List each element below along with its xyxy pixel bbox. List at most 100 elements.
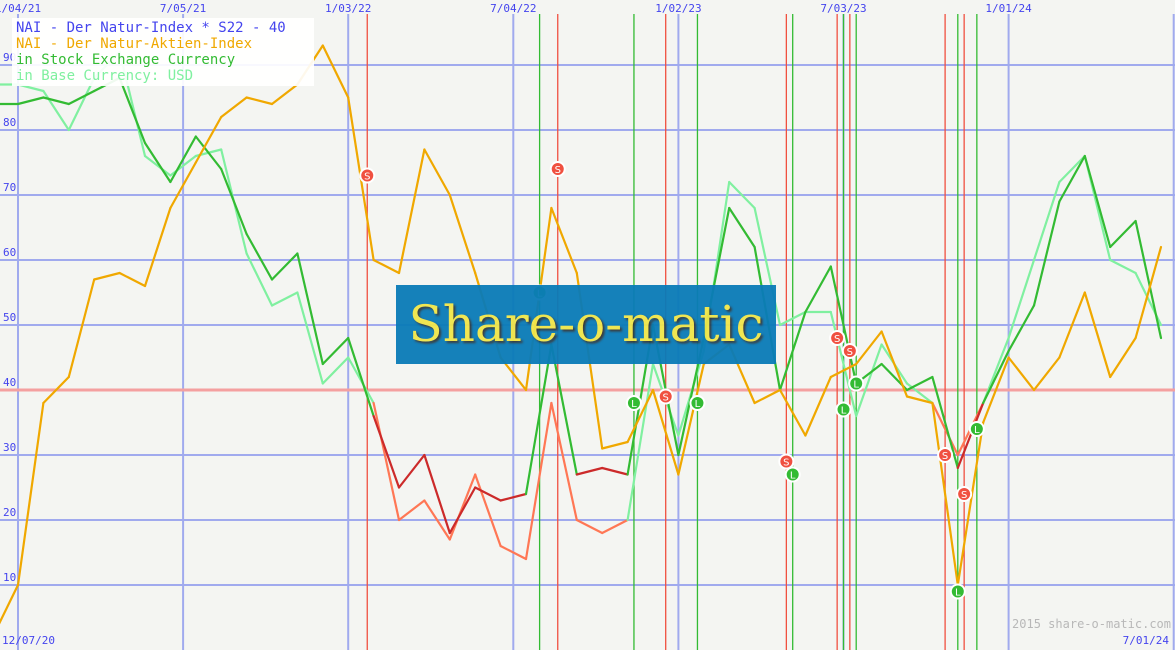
long-signal-marker: L xyxy=(949,583,966,600)
copyright: 2015 share-o-matic.com xyxy=(1012,617,1171,631)
svg-text:S: S xyxy=(942,451,948,462)
sell-signal-marker: S xyxy=(657,388,674,405)
svg-text:L: L xyxy=(853,380,859,391)
series-aktien-segment xyxy=(67,278,96,379)
series-aktien-segment xyxy=(118,271,147,288)
series-aktien-segment xyxy=(1134,245,1163,340)
series-aktien-segment xyxy=(245,96,274,106)
sell-signal-marker: S xyxy=(778,453,795,470)
series-aktien-segment xyxy=(880,330,909,398)
series-usd-segment xyxy=(626,362,655,522)
series-stock-segment xyxy=(1007,304,1036,353)
series-usd-segment xyxy=(397,499,426,522)
series-usd-segment xyxy=(1058,154,1086,184)
x-tick-label: 1/04/21 xyxy=(0,2,42,15)
series-aktien-segment xyxy=(829,362,858,379)
series-usd-segment xyxy=(42,89,70,132)
series-stock-segment xyxy=(728,206,756,249)
series-aktien-segment xyxy=(931,401,959,587)
series-usd-segment xyxy=(321,356,350,385)
watermark-logo: Share-o-matic xyxy=(396,285,776,364)
series-usd-segment xyxy=(550,401,578,522)
series-usd-segment xyxy=(448,473,477,541)
series-aktien-segment xyxy=(321,44,350,99)
series-aktien-segment xyxy=(1032,356,1061,392)
y-tick-label: 10 xyxy=(3,571,17,584)
end-date-label: 7/01/24 xyxy=(1122,634,1169,647)
series-stock-segment xyxy=(423,453,451,535)
series-stock-segment xyxy=(524,343,553,496)
series-stock-segment xyxy=(804,265,832,314)
x-tick-label: 1/03/22 xyxy=(325,2,372,15)
series-stock-segment xyxy=(575,466,604,476)
y-tick-label: 70 xyxy=(3,181,17,194)
series-usd-segment xyxy=(575,518,604,535)
series-stock-segment xyxy=(956,401,985,470)
series-aktien-segment xyxy=(220,96,248,119)
series-stock-segment xyxy=(397,453,426,489)
series-stock-segment xyxy=(194,135,223,171)
series-stock-segment xyxy=(220,167,248,236)
series-usd-segment xyxy=(1109,258,1137,275)
series-usd-segment xyxy=(1032,180,1061,262)
svg-text:L: L xyxy=(974,425,980,436)
series-aktien-segment xyxy=(905,395,934,405)
series-usd-segment xyxy=(601,518,629,535)
series-usd-segment xyxy=(931,401,959,457)
svg-text:L: L xyxy=(841,406,847,417)
series-usd-segment xyxy=(474,473,502,548)
series-stock-segment xyxy=(118,76,147,145)
y-tick-label: 50 xyxy=(3,311,17,324)
sell-signal-marker: S xyxy=(829,330,846,346)
series-stock-segment xyxy=(499,492,528,502)
series-aktien-segment xyxy=(956,421,985,587)
series-usd-segment xyxy=(372,401,401,522)
series-stock-segment xyxy=(245,232,274,281)
x-tick-label: 1/01/24 xyxy=(985,2,1032,15)
long-signal-marker: L xyxy=(689,395,706,411)
series-aktien-segment xyxy=(397,148,426,275)
sell-signal-marker: S xyxy=(549,161,566,177)
series-usd-segment xyxy=(423,499,451,541)
series-stock-segment xyxy=(169,135,197,184)
long-signal-marker: L xyxy=(835,401,852,418)
series-aktien-segment xyxy=(16,401,45,587)
start-date-label: 12/07/20 xyxy=(2,634,55,647)
series-stock-segment xyxy=(601,466,629,476)
series-stock-segment xyxy=(1109,219,1137,249)
series-aktien-segment xyxy=(42,375,70,405)
series-stock-segment xyxy=(347,336,375,418)
series-stock-segment xyxy=(778,310,807,392)
legend: NAI - Der Natur-Index * S22 - 40 NAI - D… xyxy=(12,18,314,86)
long-signal-marker: L xyxy=(848,375,865,392)
series-aktien-segment xyxy=(423,148,451,197)
series-stock-segment xyxy=(550,343,578,476)
svg-text:L: L xyxy=(631,399,637,410)
series-stock-segment xyxy=(67,89,96,106)
series-aktien-segment xyxy=(93,271,121,281)
series-aktien-segment xyxy=(1007,356,1036,392)
sell-signal-marker: S xyxy=(841,343,858,359)
x-tick-label: 7/05/21 xyxy=(159,2,207,15)
series-aktien-segment xyxy=(855,330,883,366)
svg-text:S: S xyxy=(663,393,669,404)
series-aktien-segment xyxy=(982,356,1010,424)
series-usd-segment xyxy=(855,343,883,418)
series-stock-segment xyxy=(982,349,1010,405)
series-aktien-segment xyxy=(143,206,172,288)
series-stock-segment xyxy=(143,141,172,184)
long-signal-marker: L xyxy=(968,421,985,437)
svg-text:L: L xyxy=(695,399,701,410)
series-aktien-segment xyxy=(0,583,20,625)
legend-stock-currency: in Stock Exchange Currency xyxy=(16,52,236,68)
series-aktien-segment xyxy=(448,193,477,275)
svg-text:S: S xyxy=(961,490,967,501)
svg-text:L: L xyxy=(955,588,961,599)
y-tick-label: 20 xyxy=(3,506,17,519)
y-tick-label: 60 xyxy=(3,246,17,259)
legend-title: NAI - Der Natur-Index * S22 - 40 xyxy=(16,20,286,36)
series-aktien-segment xyxy=(169,161,197,210)
series-usd-segment xyxy=(270,291,299,307)
series-aktien-segment xyxy=(1058,291,1086,359)
